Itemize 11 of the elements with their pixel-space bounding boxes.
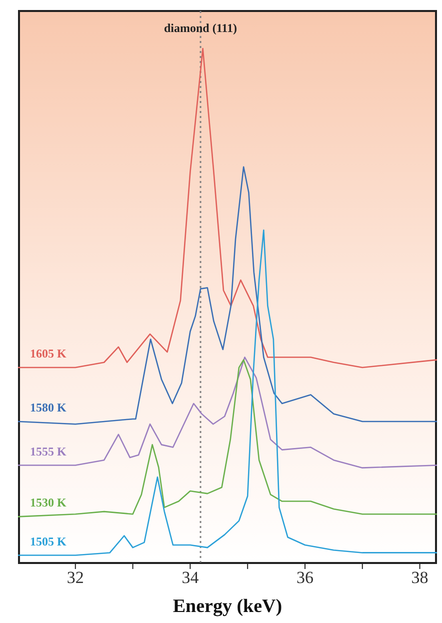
x-tick-label: 34	[182, 568, 200, 588]
x-tick-label: 38	[411, 568, 428, 588]
x-tick-label: 32	[66, 568, 84, 588]
series-label: 1555 K	[30, 444, 67, 458]
ref-line-label: diamond (111)	[164, 21, 238, 35]
series-label: 1530 K	[30, 496, 67, 510]
series-label: 1505 K	[30, 534, 67, 548]
x-axis-title: Energy (keV)	[172, 596, 282, 617]
series-label: 1580 K	[30, 400, 67, 415]
x-tick-label: 36	[296, 568, 314, 588]
series-label: 1605 K	[30, 346, 67, 361]
